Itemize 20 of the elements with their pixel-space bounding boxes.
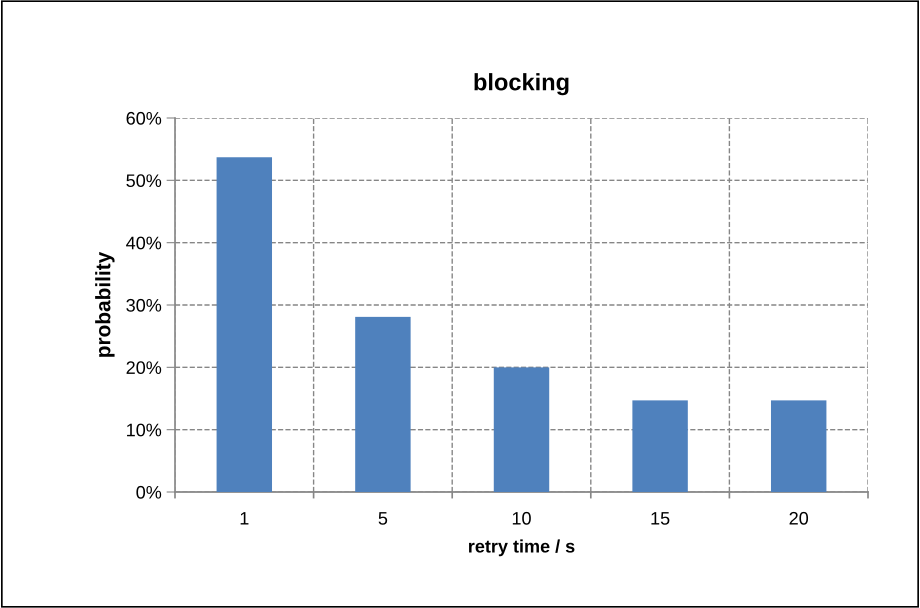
y-tick-label: 20% — [126, 361, 162, 374]
y-tick-label: 0% — [136, 486, 162, 499]
y-tick-label: 50% — [126, 174, 162, 188]
y-axis-title: probability — [95, 252, 115, 357]
x-tick-label: 15 — [651, 512, 670, 525]
x-tick-label: 5 — [378, 512, 388, 525]
bar — [632, 400, 688, 492]
x-axis-title: retry time / s — [469, 539, 574, 556]
bar — [494, 367, 550, 492]
bar — [216, 157, 272, 492]
x-tick-label: 1 — [240, 512, 248, 525]
bar — [355, 316, 411, 492]
y-tick-label: 40% — [126, 236, 162, 250]
y-tick-label: 30% — [126, 298, 162, 312]
x-tick-label: 20 — [790, 512, 808, 525]
chart-title: blocking — [474, 73, 568, 96]
y-tick-label: 60% — [126, 112, 162, 125]
y-tick-label: 10% — [127, 424, 162, 436]
x-tick-label: 10 — [512, 512, 531, 525]
bar — [770, 400, 826, 492]
